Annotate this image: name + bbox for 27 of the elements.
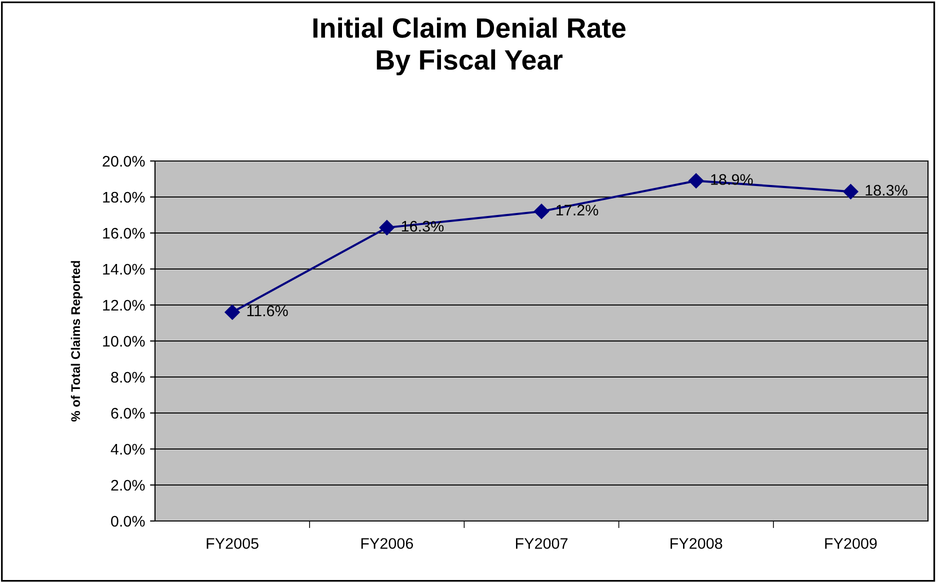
x-tick-label: FY2005 [206, 538, 258, 549]
chart-title: Initial Claim Denial Rate By Fiscal Year [313, 17, 626, 76]
data-label: 18.3% [866, 184, 908, 196]
data-label: 18.9% [711, 174, 753, 185]
y-tick-label: 6.0% [111, 408, 145, 419]
y-tick-label: 20.0% [102, 156, 145, 167]
y-tick-label: 14.0% [103, 264, 145, 275]
x-tick-label: FY2008 [670, 538, 722, 549]
y-tick-label: 16.0% [103, 228, 145, 239]
y-tick-label: 12.0% [103, 300, 145, 311]
point [843, 184, 858, 200]
y-axis-title: % of Total Claims Reported [70, 261, 83, 422]
x-tick-label: FY2007 [516, 538, 568, 549]
point [534, 204, 550, 219]
y-tick-label: 18.0% [103, 192, 145, 203]
point [688, 173, 704, 188]
y-tick-label: 4.0% [110, 444, 145, 455]
y-tick-label: 10.0% [103, 336, 145, 347]
y-tick-label: 0.0% [111, 516, 145, 527]
x-tick-label: FY2009 [825, 538, 877, 549]
data-label: 11.6% [247, 305, 288, 316]
point [379, 220, 394, 236]
x-tick-label: FY2006 [361, 538, 413, 549]
y-tick-label: 8.0% [111, 372, 145, 383]
point [224, 304, 240, 320]
data-label: 17.2% [556, 204, 598, 216]
y-tick-label: 2.0% [111, 480, 145, 491]
